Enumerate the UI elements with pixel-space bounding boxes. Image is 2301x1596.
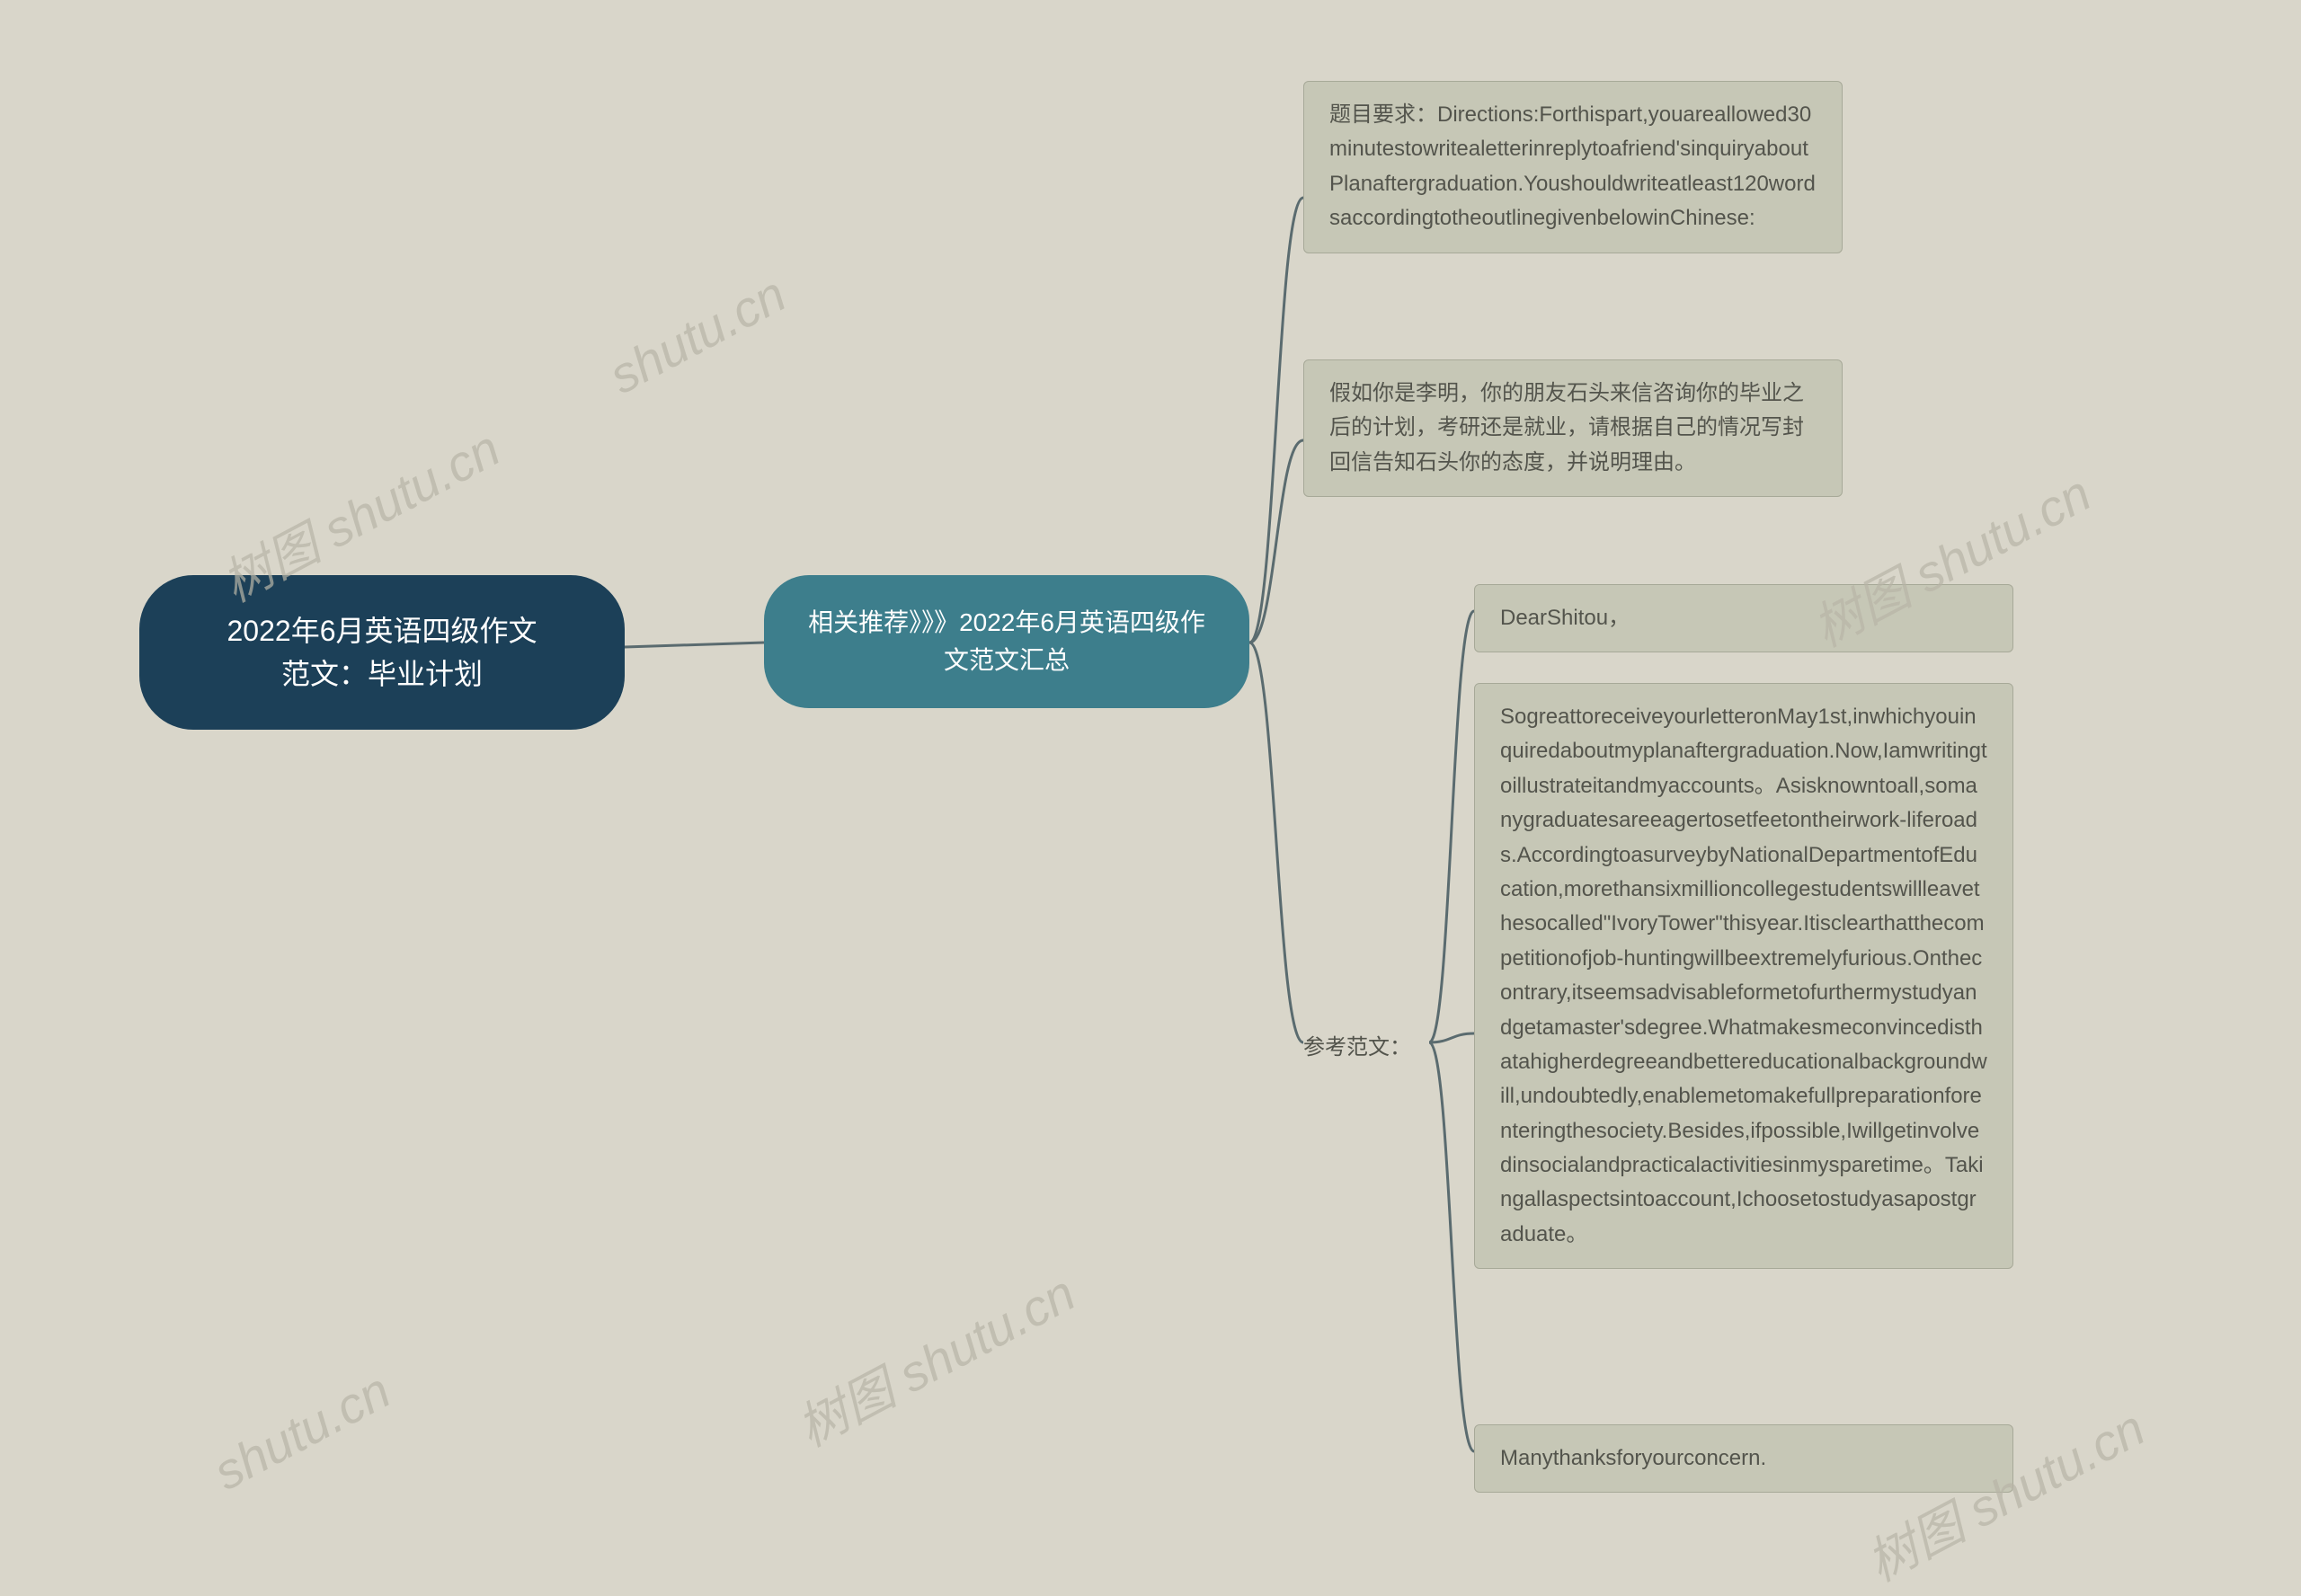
watermark: shutu.cn [600, 264, 795, 405]
watermark: shutu.cn [204, 1361, 399, 1502]
level2-text: 相关推荐》》》2022年6月英语四级作文范文汇总 [808, 608, 1205, 674]
root-text: 2022年6月英语四级作文范文：毕业计划 [227, 615, 537, 690]
watermark: 树图 shutu.cn [783, 1254, 1087, 1461]
leaf-dear: DearShitou， [1474, 584, 2013, 652]
level2-node: 相关推荐》》》2022年6月英语四级作文范文汇总 [764, 575, 1249, 708]
leaf-body: SogreattoreceiveyourletteronMay1st,inwhi… [1474, 683, 2013, 1269]
leaf-requirements: 题目要求：Directions:Forthispart,youareallowe… [1303, 81, 1843, 253]
leaf-scenario: 假如你是李明，你的朋友石头来信咨询你的毕业之后的计划，考研还是就业，请根据自己的… [1303, 359, 1843, 497]
leaf-thanks: Manythanksforyourconcern. [1474, 1424, 2013, 1493]
reference-label: 参考范文： [1303, 1029, 1411, 1060]
root-node: 2022年6月英语四级作文范文：毕业计划 [139, 575, 625, 730]
